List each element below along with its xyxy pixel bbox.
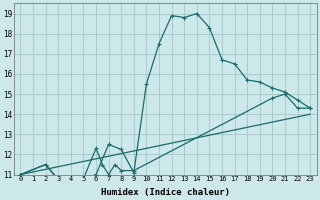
X-axis label: Humidex (Indice chaleur): Humidex (Indice chaleur) <box>101 188 230 197</box>
